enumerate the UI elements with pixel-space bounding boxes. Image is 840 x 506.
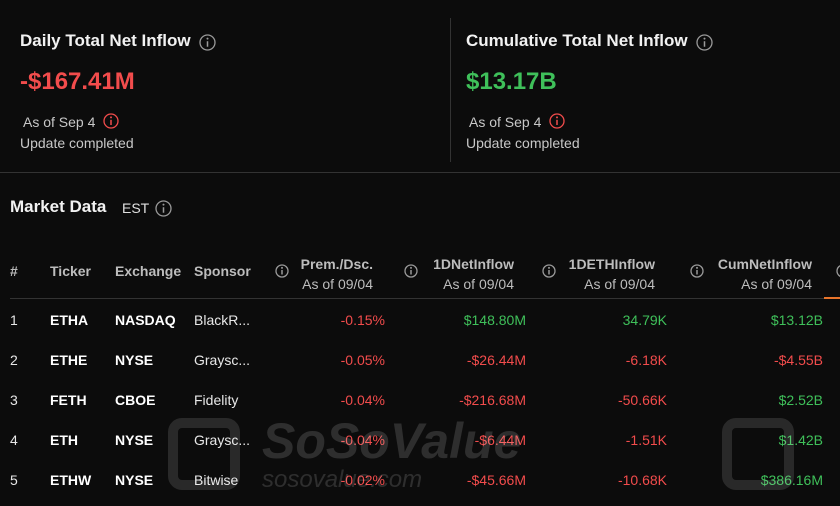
column-header[interactable]: Exchange <box>115 263 182 279</box>
column-header[interactable]: 1DNetInflow <box>433 256 514 272</box>
cell: NYSE <box>115 432 154 448</box>
value-cell: $2.52B <box>778 392 823 408</box>
value-cell: -$45.66M <box>466 472 526 488</box>
value-cell: -$216.68M <box>459 392 526 408</box>
row-index: 3 <box>10 392 18 408</box>
column-subheader: As of 09/04 <box>443 276 514 292</box>
value-cell: $13.12B <box>770 312 823 328</box>
cell: NYSE <box>115 352 154 368</box>
value-cell: -50.66K <box>617 392 667 408</box>
value-cell: -0.02% <box>340 472 385 488</box>
info-icon[interactable] <box>690 264 704 278</box>
info-icon[interactable] <box>836 264 840 278</box>
info-icon[interactable] <box>542 264 556 278</box>
column-header[interactable]: Sponsor <box>194 263 251 279</box>
section-title: Market Data <box>10 197 107 216</box>
value-cell: 34.79K <box>622 312 667 328</box>
column-subheader: As of 09/04 <box>302 276 373 292</box>
status: Update completed <box>20 135 134 151</box>
value-cell: -6.18K <box>625 352 667 368</box>
as-of: As of Sep 4 <box>469 114 542 130</box>
value-cell: -$6.44M <box>474 432 526 448</box>
watermark-logo <box>168 418 240 490</box>
watermark-logo <box>722 418 794 490</box>
panel-title: Daily Total Net Inflow <box>20 31 191 50</box>
divider <box>450 18 451 162</box>
info-icon[interactable] <box>155 200 172 217</box>
as-of: As of Sep 4 <box>23 114 96 130</box>
cell: Fidelity <box>194 392 239 408</box>
column-subheader: As of 09/04 <box>584 276 655 292</box>
value-cell: -$4.55B <box>773 352 823 368</box>
cell: Graysc... <box>194 352 251 368</box>
cell: CBOE <box>115 392 156 408</box>
cell: NYSE <box>115 472 154 488</box>
divider <box>0 172 840 173</box>
row-index: 1 <box>10 312 18 328</box>
column-header[interactable]: # <box>10 263 18 279</box>
cell[interactable]: ETHE <box>50 352 88 368</box>
row-index: 5 <box>10 472 18 488</box>
panel-value: -$167.41M <box>20 68 135 95</box>
value-cell: -$26.44M <box>466 352 526 368</box>
info-icon[interactable] <box>275 264 289 278</box>
cell[interactable]: ETHA <box>50 312 89 328</box>
cell[interactable]: FETH <box>50 392 87 408</box>
cell: BlackR... <box>194 312 251 328</box>
row-index: 4 <box>10 432 18 448</box>
info-icon[interactable] <box>549 113 565 129</box>
info-icon[interactable] <box>199 34 216 51</box>
panel-title: Cumulative Total Net Inflow <box>466 31 688 50</box>
value-cell: $1.42B <box>778 432 823 448</box>
sort-indicator <box>824 297 840 299</box>
row-index: 2 <box>10 352 18 368</box>
value-cell: -1.51K <box>625 432 667 448</box>
column-header[interactable]: 1DETHInflow <box>568 256 655 272</box>
status: Update completed <box>466 135 580 151</box>
info-icon[interactable] <box>696 34 713 51</box>
column-header[interactable]: CumNetInflow <box>717 256 812 272</box>
value-cell: -0.04% <box>340 392 385 408</box>
cell: Graysc... <box>194 432 251 448</box>
value-cell: -0.04% <box>340 432 385 448</box>
timezone[interactable]: EST <box>122 200 150 216</box>
value-cell: -10.68K <box>617 472 667 488</box>
value-cell: $148.80M <box>463 312 526 328</box>
cell[interactable]: ETHW <box>50 472 92 488</box>
panel-value: $13.17B <box>466 68 557 95</box>
info-icon[interactable] <box>103 113 119 129</box>
value-cell: -0.15% <box>340 312 385 328</box>
column-header[interactable]: Prem./Dsc. <box>300 256 373 272</box>
cell: NASDAQ <box>115 312 176 328</box>
info-icon[interactable] <box>404 264 418 278</box>
header-rule <box>10 298 840 299</box>
column-subheader: As of 09/04 <box>741 276 812 292</box>
column-header[interactable]: Ticker <box>50 263 91 279</box>
value-cell: -0.05% <box>340 352 385 368</box>
cell[interactable]: ETH <box>50 432 78 448</box>
